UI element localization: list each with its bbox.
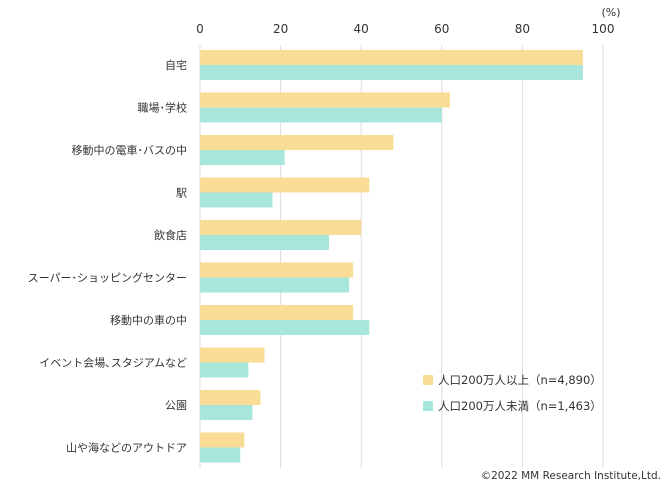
bar-series-1 [200, 92, 450, 108]
category-label: イベント会場､スタジアムなど [39, 357, 187, 370]
category-label: 職場･学校 [138, 101, 188, 115]
bar-series-1 [200, 262, 354, 278]
category-label: スーパー･ショッピングセンター [28, 271, 187, 285]
bar-series-2 [200, 277, 350, 293]
bar-series-1 [200, 305, 354, 320]
bar-series-2 [200, 65, 583, 80]
x-tick-label: 0 [196, 22, 204, 36]
axis-unit-label: (%) [601, 6, 620, 19]
bar-series-2 [200, 150, 285, 165]
bar-series-1 [200, 177, 370, 193]
legend-swatch-series-1 [423, 375, 433, 385]
x-axis-ticks: 0 20 40 60 80 100 [196, 22, 614, 36]
bar-series-1 [200, 432, 245, 448]
bar-series-2 [200, 107, 442, 123]
legend-label-series-2: 人口200万人未満（n=1,463） [438, 399, 602, 413]
x-tick-label: 100 [592, 22, 615, 36]
category-label: 移動中の電車･バスの中 [72, 143, 188, 157]
bar-series-1 [200, 220, 362, 235]
x-tick-label: 40 [354, 22, 369, 36]
category-label: 公園 [165, 399, 187, 412]
bar-series-2 [200, 447, 241, 463]
bars [200, 50, 583, 463]
bar-series-1 [200, 390, 261, 405]
bar-series-2 [200, 362, 249, 378]
bar-series-2 [200, 192, 273, 208]
x-tick-label: 80 [515, 22, 530, 36]
category-labels: 自宅職場･学校移動中の電車･バスの中駅飲食店スーパー･ショッピングセンター移動中… [28, 58, 187, 455]
bar-series-2 [200, 320, 370, 335]
bar-series-1 [200, 135, 394, 150]
bar-series-2 [200, 405, 253, 420]
x-tick-label: 20 [273, 22, 288, 36]
x-tick-label: 60 [434, 22, 449, 36]
bar-series-2 [200, 235, 329, 250]
legend-label-series-1: 人口200万人以上（n=4,890） [438, 373, 602, 387]
legend-swatch-series-2 [423, 401, 433, 411]
bar-series-1 [200, 347, 265, 363]
category-label: 駅 [176, 187, 187, 200]
category-label: 飲食店 [154, 228, 187, 242]
category-label: 移動中の車の中 [110, 313, 187, 327]
bar-series-1 [200, 50, 583, 65]
legend: 人口200万人以上（n=4,890） 人口200万人未満（n=1,463） [423, 373, 602, 413]
category-label: 山や海などのアウトドア [66, 441, 187, 455]
category-label: 自宅 [165, 58, 187, 72]
copyright-credit: ©2022 MM Research Institute,Ltd. [481, 470, 661, 482]
